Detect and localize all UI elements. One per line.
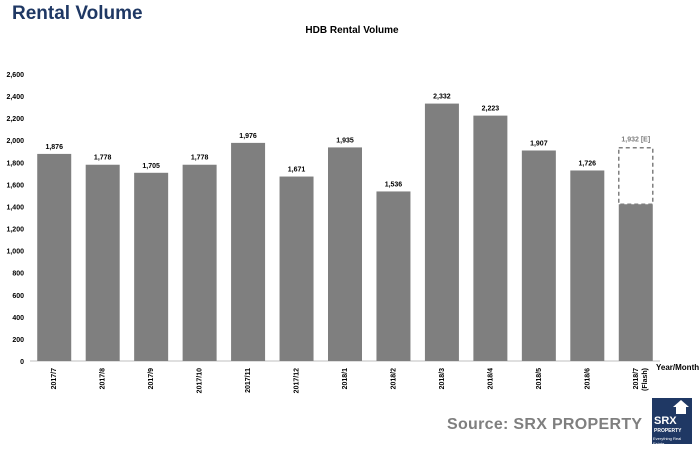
bar <box>37 153 72 361</box>
chart-title: HDB Rental Volume <box>305 25 399 36</box>
x-tick-label: 2018/2 <box>390 368 397 390</box>
x-tick-label: 2017/9 <box>148 368 155 390</box>
logo-sub: PROPERTY <box>654 428 682 434</box>
bar-value-label: 1,976 <box>239 133 257 140</box>
bar <box>376 191 411 361</box>
x-tick-label: 2017/8 <box>100 368 107 390</box>
bar <box>182 164 217 361</box>
y-tick-label: 1,800 <box>6 160 24 167</box>
x-tick-label: 2017/10 <box>197 368 204 393</box>
bar-value-label: 1,536 <box>385 181 403 188</box>
x-tick-label: 2017/11 <box>245 368 252 393</box>
y-tick-label: 600 <box>12 293 24 300</box>
bar-value-label: 1,705 <box>142 163 160 170</box>
y-tick-label: 1,200 <box>6 227 24 234</box>
logo-tagline: Everything Real Estate <box>653 436 682 446</box>
bar-value-label: 1,907 <box>530 140 548 147</box>
y-tick-label: 200 <box>12 337 24 344</box>
bar <box>134 172 169 361</box>
bar-value-label: 1,726 <box>579 160 597 167</box>
bar <box>279 176 314 361</box>
bar-value-label: 1,935 <box>336 137 354 144</box>
bar <box>473 115 508 362</box>
y-tick-label: 1,000 <box>6 249 24 256</box>
bar-value-label: 1,778 <box>191 155 209 162</box>
bar <box>424 103 459 362</box>
bar-value-label: 1,778 <box>94 155 112 162</box>
x-tick-label: 2017/7 <box>51 368 58 390</box>
logo-name: SRX <box>654 415 677 427</box>
bar <box>570 170 605 361</box>
x-tick-label: 2018/5 <box>536 368 543 390</box>
x-tick-label: 2018/4 <box>487 368 494 390</box>
y-tick-label: 2,200 <box>6 116 24 123</box>
x-tick-label: 2018/3 <box>439 368 446 390</box>
y-tick-label: 2,600 <box>6 72 24 79</box>
y-tick-label: 400 <box>12 315 24 322</box>
house-icon <box>673 400 689 414</box>
bar-value-label: 1,671 <box>288 167 306 174</box>
estimate-bar <box>618 146 654 206</box>
bar-value-label: 2,332 <box>433 94 451 101</box>
y-tick-label: 1,600 <box>6 182 24 189</box>
y-tick-label: 0 <box>20 359 24 366</box>
bar-value-label: 1,932 [E] <box>621 137 650 144</box>
x-tick-label: 2017/12 <box>294 368 301 393</box>
source-label: Source: SRX PROPERTY <box>447 416 643 433</box>
x-axis-title: Year/Month <box>656 363 699 372</box>
bar-value-label: 1,876 <box>45 144 63 151</box>
x-tick-label: 2018/6 <box>584 368 591 390</box>
bar <box>521 150 556 361</box>
page-title: Rental Volume <box>12 3 143 24</box>
y-tick-label: 800 <box>12 271 24 278</box>
x-tick-label: 2018/1 <box>342 368 349 390</box>
x-tick-label: 2018/7 <box>633 368 640 390</box>
bar <box>231 142 266 361</box>
bar <box>618 204 653 361</box>
bar <box>328 147 362 361</box>
y-tick-label: 1,400 <box>6 204 24 211</box>
bar <box>85 164 120 361</box>
x-tick-sublabel: (Flash) <box>642 368 649 391</box>
bar-value-label: 2,223 <box>482 106 500 113</box>
y-tick-label: 2,000 <box>6 138 24 145</box>
srx-property-logo: SRX PROPERTY Everything Real Estate <box>652 398 692 446</box>
y-tick-label: 2,400 <box>6 94 24 101</box>
